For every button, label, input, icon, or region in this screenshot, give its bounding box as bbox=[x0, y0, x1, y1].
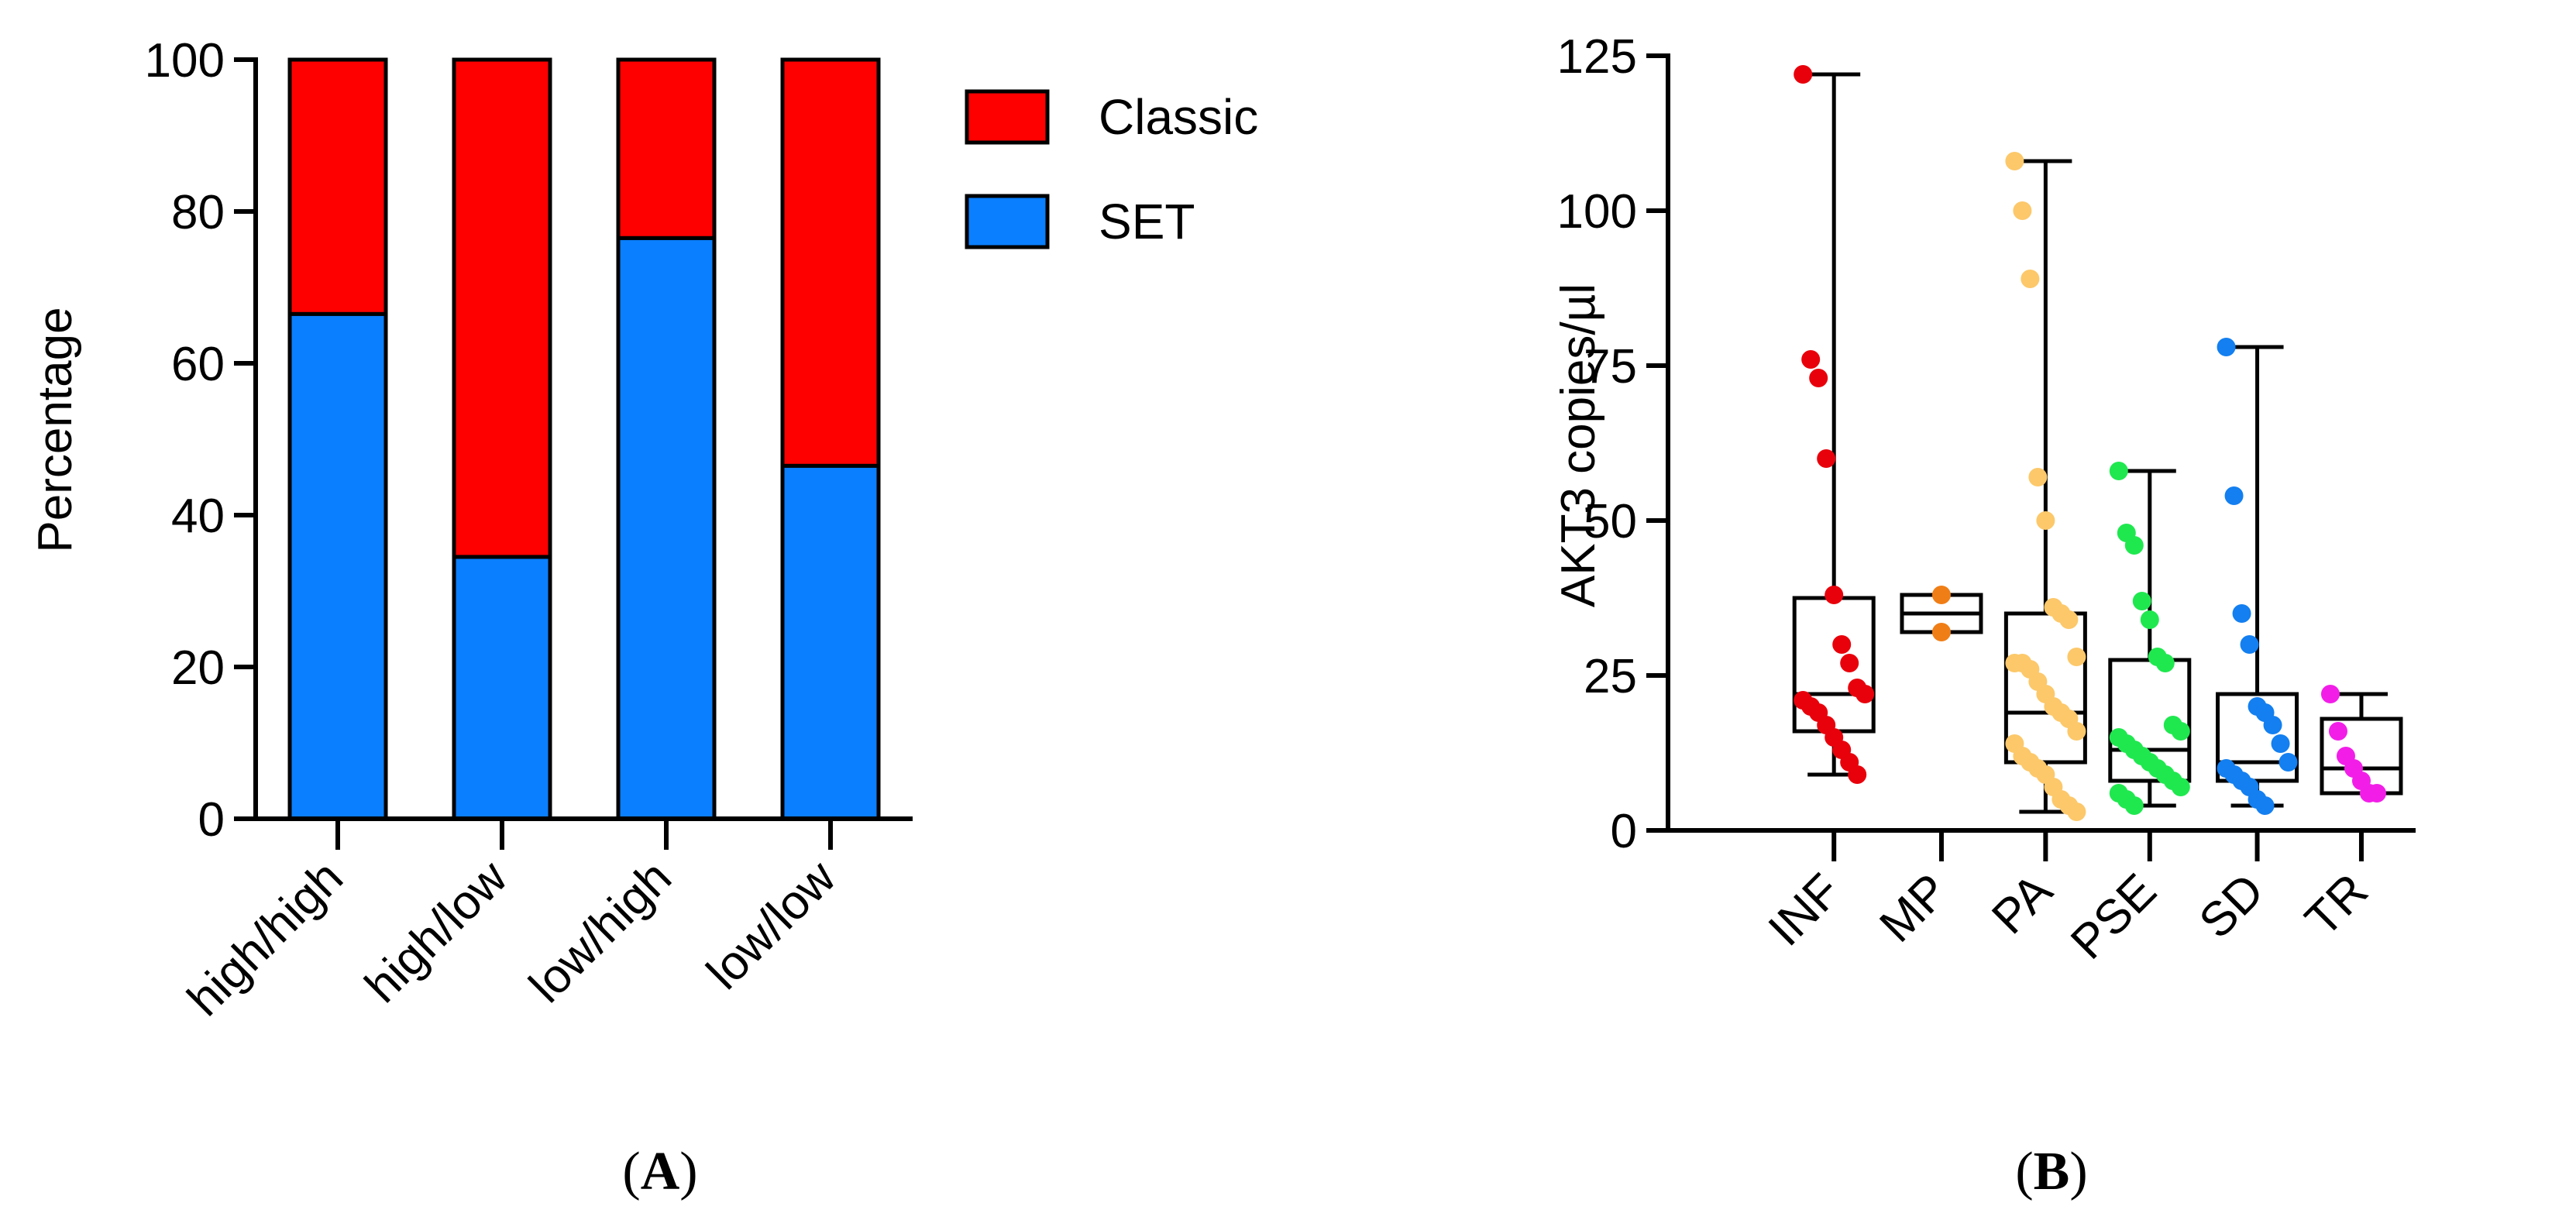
y-tick-label-75: 75 bbox=[1584, 340, 1637, 394]
y-tick-label-25: 25 bbox=[1584, 650, 1637, 703]
point-inf-16 bbox=[1848, 765, 1867, 784]
point-pse-8 bbox=[2171, 722, 2190, 741]
point-inf-1 bbox=[1801, 350, 1821, 369]
point-sd-14 bbox=[2255, 796, 2275, 815]
boxes-layer bbox=[1792, 72, 2403, 814]
point-pse-3 bbox=[2132, 592, 2151, 610]
point-pa-1 bbox=[2013, 201, 2032, 220]
point-sd-3 bbox=[2240, 635, 2259, 654]
point-mp-1 bbox=[1931, 623, 1951, 641]
bar-classic-low-high bbox=[616, 57, 717, 240]
y-axis-label: Percentage bbox=[29, 307, 82, 552]
point-pa-7 bbox=[2059, 610, 2079, 629]
bar-set-low-low bbox=[780, 463, 881, 821]
point-pse-6 bbox=[2155, 654, 2175, 672]
x-tick-label-mp: MP bbox=[1869, 864, 1959, 953]
point-pse-17 bbox=[2171, 778, 2190, 796]
point-sd-1 bbox=[2224, 486, 2244, 505]
point-sd-0 bbox=[2217, 338, 2236, 356]
point-pa-2 bbox=[2021, 270, 2040, 288]
point-inf-4 bbox=[1825, 586, 1844, 604]
bar-set-high-high bbox=[287, 311, 388, 821]
point-sd-6 bbox=[2263, 716, 2282, 734]
legend-swatch-set bbox=[965, 194, 1050, 249]
stacked-bar-chart: 0 20 40 60 80 100 high/high high/low low/high low… bbox=[29, 34, 1258, 1201]
legend-label-classic: Classic bbox=[1099, 89, 1258, 145]
y-tick-label-125: 125 bbox=[1557, 30, 1637, 84]
y-tick-label-100: 100 bbox=[1557, 185, 1637, 239]
point-sd-7 bbox=[2271, 734, 2290, 753]
legend-label-set: SET bbox=[1099, 194, 1195, 249]
y-tick-label-100: 100 bbox=[145, 34, 225, 88]
x-tick-label-high-high: high/high bbox=[177, 851, 353, 1026]
x-tick-label-tr: TR bbox=[2296, 864, 2378, 947]
bars-layer bbox=[287, 57, 881, 821]
y-tick-label-0: 0 bbox=[1611, 805, 1637, 858]
y-axis-label: AKT3 copies/µl bbox=[1552, 284, 1605, 607]
point-inf-8 bbox=[1855, 685, 1875, 703]
point-pa-8 bbox=[2067, 648, 2086, 666]
point-inf-3 bbox=[1817, 449, 1836, 468]
point-inf-2 bbox=[1809, 369, 1828, 387]
bar-classic-low-low bbox=[780, 57, 881, 468]
point-pa-0 bbox=[2005, 152, 2024, 170]
point-inf-5 bbox=[1832, 635, 1852, 654]
point-tr-6 bbox=[2367, 784, 2386, 803]
bar-set-high-low bbox=[452, 555, 552, 821]
panel-label-a-letter: A bbox=[641, 1142, 680, 1201]
y-tick-label-60: 60 bbox=[171, 338, 225, 391]
legend-swatch-classic bbox=[965, 89, 1050, 145]
y-tick-label-20: 20 bbox=[171, 641, 225, 695]
panel-label-b-letter: B bbox=[2034, 1142, 2070, 1201]
point-pse-0 bbox=[2109, 462, 2128, 480]
y-tick-label-50: 50 bbox=[1584, 495, 1637, 548]
point-tr-0 bbox=[2320, 685, 2340, 703]
bar-classic-high-low bbox=[452, 57, 552, 559]
point-pa-4 bbox=[2036, 511, 2055, 530]
x-tick-label-high-low: high/low bbox=[355, 851, 518, 1013]
box-sd bbox=[2216, 692, 2299, 783]
point-mp-0 bbox=[1931, 586, 1951, 604]
box-pa bbox=[2003, 611, 2087, 765]
point-sd-2 bbox=[2232, 604, 2251, 623]
x-tick-label-low-low: low/low bbox=[696, 851, 846, 1000]
x-tick-label-pa: PA bbox=[1982, 864, 2062, 944]
x-tick-label-low-high: low/high bbox=[519, 851, 682, 1013]
bar-set-low-high bbox=[616, 235, 717, 821]
x-tick-label-pse: PSE bbox=[2061, 864, 2167, 970]
panel-label-a: (A) bbox=[622, 1142, 697, 1201]
y-tick-label-80: 80 bbox=[171, 186, 225, 239]
point-pse-2 bbox=[2124, 536, 2144, 555]
y-tick-label-0: 0 bbox=[198, 793, 225, 847]
point-sd-8 bbox=[2279, 753, 2298, 772]
y-tick-label-40: 40 bbox=[171, 490, 225, 543]
point-inf-6 bbox=[1840, 654, 1859, 672]
point-pa-3 bbox=[2028, 468, 2048, 486]
point-pse-4 bbox=[2140, 610, 2159, 629]
point-tr-1 bbox=[2328, 722, 2347, 741]
bar-classic-high-high bbox=[287, 57, 388, 316]
point-pse-20 bbox=[2124, 796, 2144, 815]
legend: Classic SET bbox=[965, 89, 1258, 249]
panel-label-b: (B) bbox=[2015, 1142, 2087, 1201]
points-layer bbox=[1794, 65, 2386, 821]
point-inf-0 bbox=[1794, 65, 1813, 84]
x-tick-label-inf: INF bbox=[1759, 864, 1851, 956]
point-pa-26 bbox=[2067, 803, 2086, 821]
point-pa-17 bbox=[2067, 722, 2086, 741]
x-tick-label-sd: SD bbox=[2189, 864, 2275, 949]
